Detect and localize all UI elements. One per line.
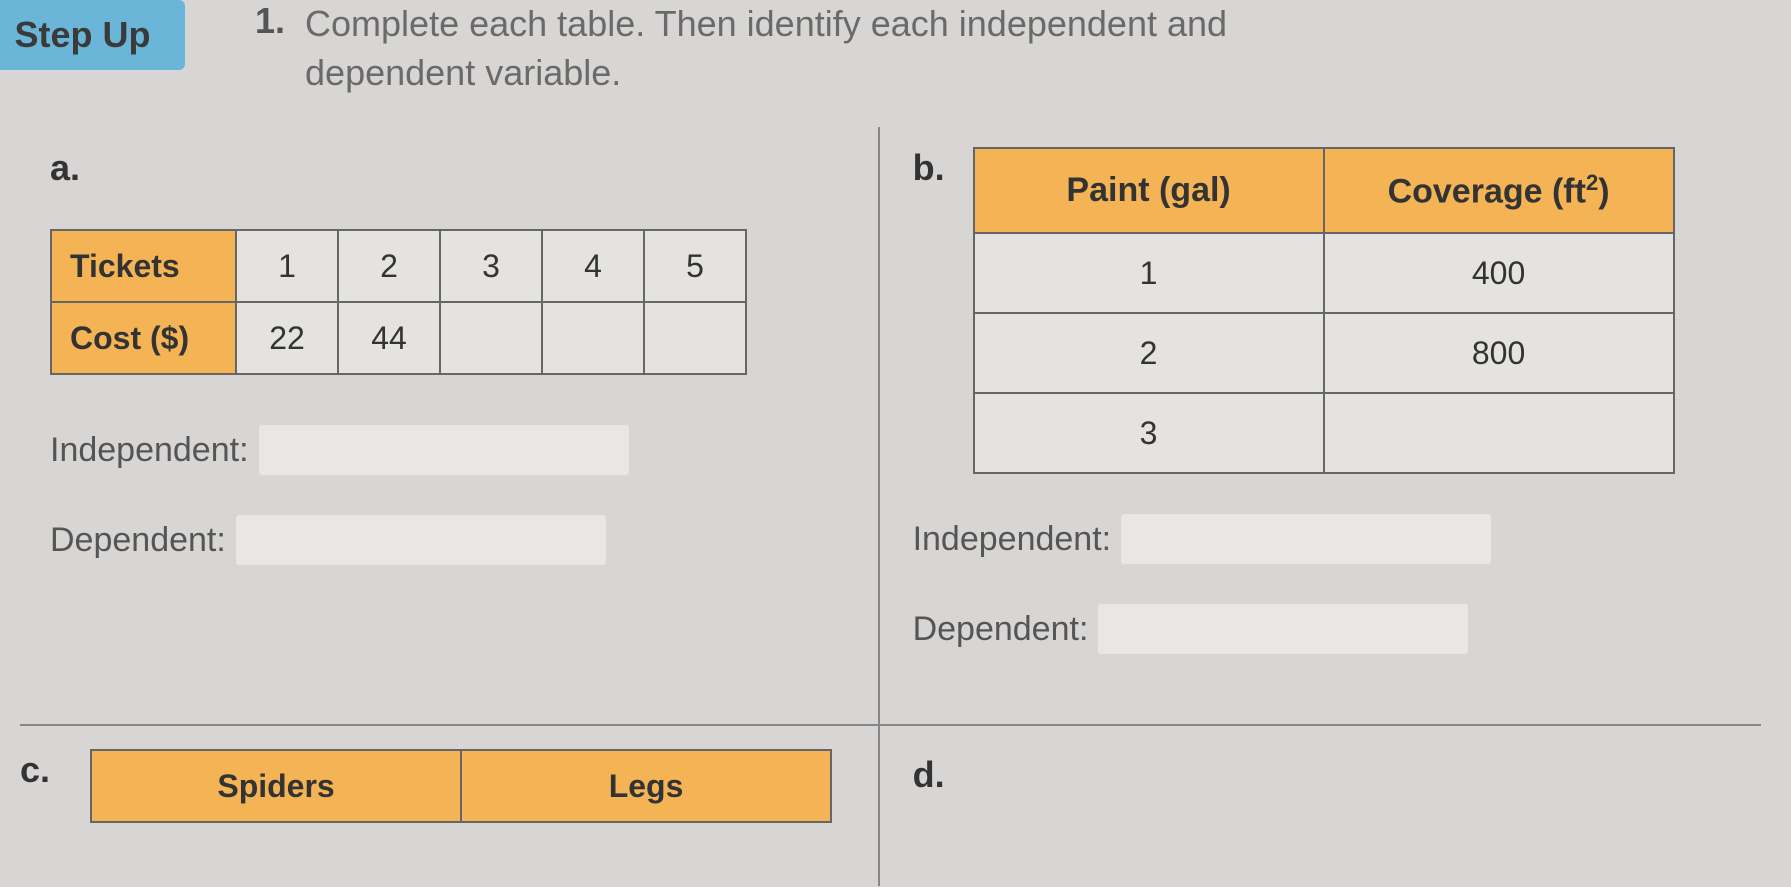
dependent-blank-a[interactable] <box>236 515 606 565</box>
table-cell[interactable] <box>440 302 542 374</box>
instruction-number: 1. <box>255 0 285 42</box>
table-row: 2 800 <box>974 313 1674 393</box>
table-b-col2-header: Coverage (ft2) <box>1324 148 1674 233</box>
table-cell[interactable] <box>1324 393 1674 473</box>
coverage-suffix: ) <box>1598 172 1609 210</box>
header-row: Step Up 1. Complete each table. Then ide… <box>0 0 1791 97</box>
dependent-line-a: Dependent: <box>50 515 848 565</box>
dependent-blank-b[interactable] <box>1098 604 1468 654</box>
problem-c-label: c. <box>20 749 50 791</box>
independent-line-b: Independent: <box>913 514 1771 564</box>
dependent-label-b: Dependent: <box>913 610 1089 649</box>
independent-line-a: Independent: <box>50 425 848 475</box>
table-cell: 1 <box>974 233 1324 313</box>
table-row: 3 <box>974 393 1674 473</box>
independent-label-b: Independent: <box>913 520 1112 559</box>
table-cell[interactable]: 44 <box>338 302 440 374</box>
table-cell: 3 <box>974 393 1324 473</box>
problem-d-label: d. <box>913 754 1771 796</box>
table-cell: 800 <box>1324 313 1674 393</box>
step-up-badge: Step Up <box>0 0 185 70</box>
problem-a-label: a. <box>50 147 848 189</box>
table-cell[interactable]: 22 <box>236 302 338 374</box>
table-c: Spiders Legs <box>90 749 832 823</box>
table-cell: 1 <box>236 230 338 302</box>
coverage-prefix: Coverage (ft <box>1388 172 1586 210</box>
table-a-row2-header: Cost ($) <box>51 302 236 374</box>
problem-b: b. Paint (gal) Coverage (ft2) 1 400 2 80… <box>878 127 1791 714</box>
problems-row: a. Tickets 1 2 3 4 5 Cost ($) 22 44 Inde… <box>0 127 1791 714</box>
coverage-sup: 2 <box>1586 170 1598 195</box>
vertical-divider-bottom <box>878 724 880 886</box>
table-row: Tickets 1 2 3 4 5 <box>51 230 746 302</box>
bottom-row: c. Spiders Legs d. <box>0 724 1791 836</box>
dependent-label-a: Dependent: <box>50 521 226 560</box>
table-cell[interactable] <box>644 302 746 374</box>
independent-blank-a[interactable] <box>259 425 629 475</box>
table-cell: 3 <box>440 230 542 302</box>
table-row: Paint (gal) Coverage (ft2) <box>974 148 1674 233</box>
table-row: Cost ($) 22 44 <box>51 302 746 374</box>
table-row: 1 400 <box>974 233 1674 313</box>
table-cell: 2 <box>338 230 440 302</box>
table-a-row1-header: Tickets <box>51 230 236 302</box>
table-cell: 400 <box>1324 233 1674 313</box>
table-c-col2-header: Legs <box>461 750 831 822</box>
table-cell[interactable] <box>542 302 644 374</box>
problem-d: d. <box>878 724 1791 836</box>
table-b-col1-header: Paint (gal) <box>974 148 1324 233</box>
problem-c: c. Spiders Legs <box>0 724 878 836</box>
dependent-line-b: Dependent: <box>913 604 1771 654</box>
horizontal-divider <box>20 724 1761 726</box>
problem-b-label: b. <box>913 147 945 189</box>
table-row: Spiders Legs <box>91 750 831 822</box>
problem-a: a. Tickets 1 2 3 4 5 Cost ($) 22 44 Inde… <box>0 127 878 714</box>
table-b: Paint (gal) Coverage (ft2) 1 400 2 800 3 <box>973 147 1675 474</box>
independent-label-a: Independent: <box>50 431 249 470</box>
table-cell: 5 <box>644 230 746 302</box>
instruction-text: Complete each table. Then identify each … <box>305 0 1227 97</box>
instruction-block: 1. Complete each table. Then identify ea… <box>185 0 1227 97</box>
table-cell: 4 <box>542 230 644 302</box>
instruction-line2: dependent variable. <box>305 52 621 93</box>
table-cell: 2 <box>974 313 1324 393</box>
independent-blank-b[interactable] <box>1121 514 1491 564</box>
table-c-col1-header: Spiders <box>91 750 461 822</box>
instruction-line1: Complete each table. Then identify each … <box>305 3 1227 44</box>
table-a: Tickets 1 2 3 4 5 Cost ($) 22 44 <box>50 229 747 375</box>
